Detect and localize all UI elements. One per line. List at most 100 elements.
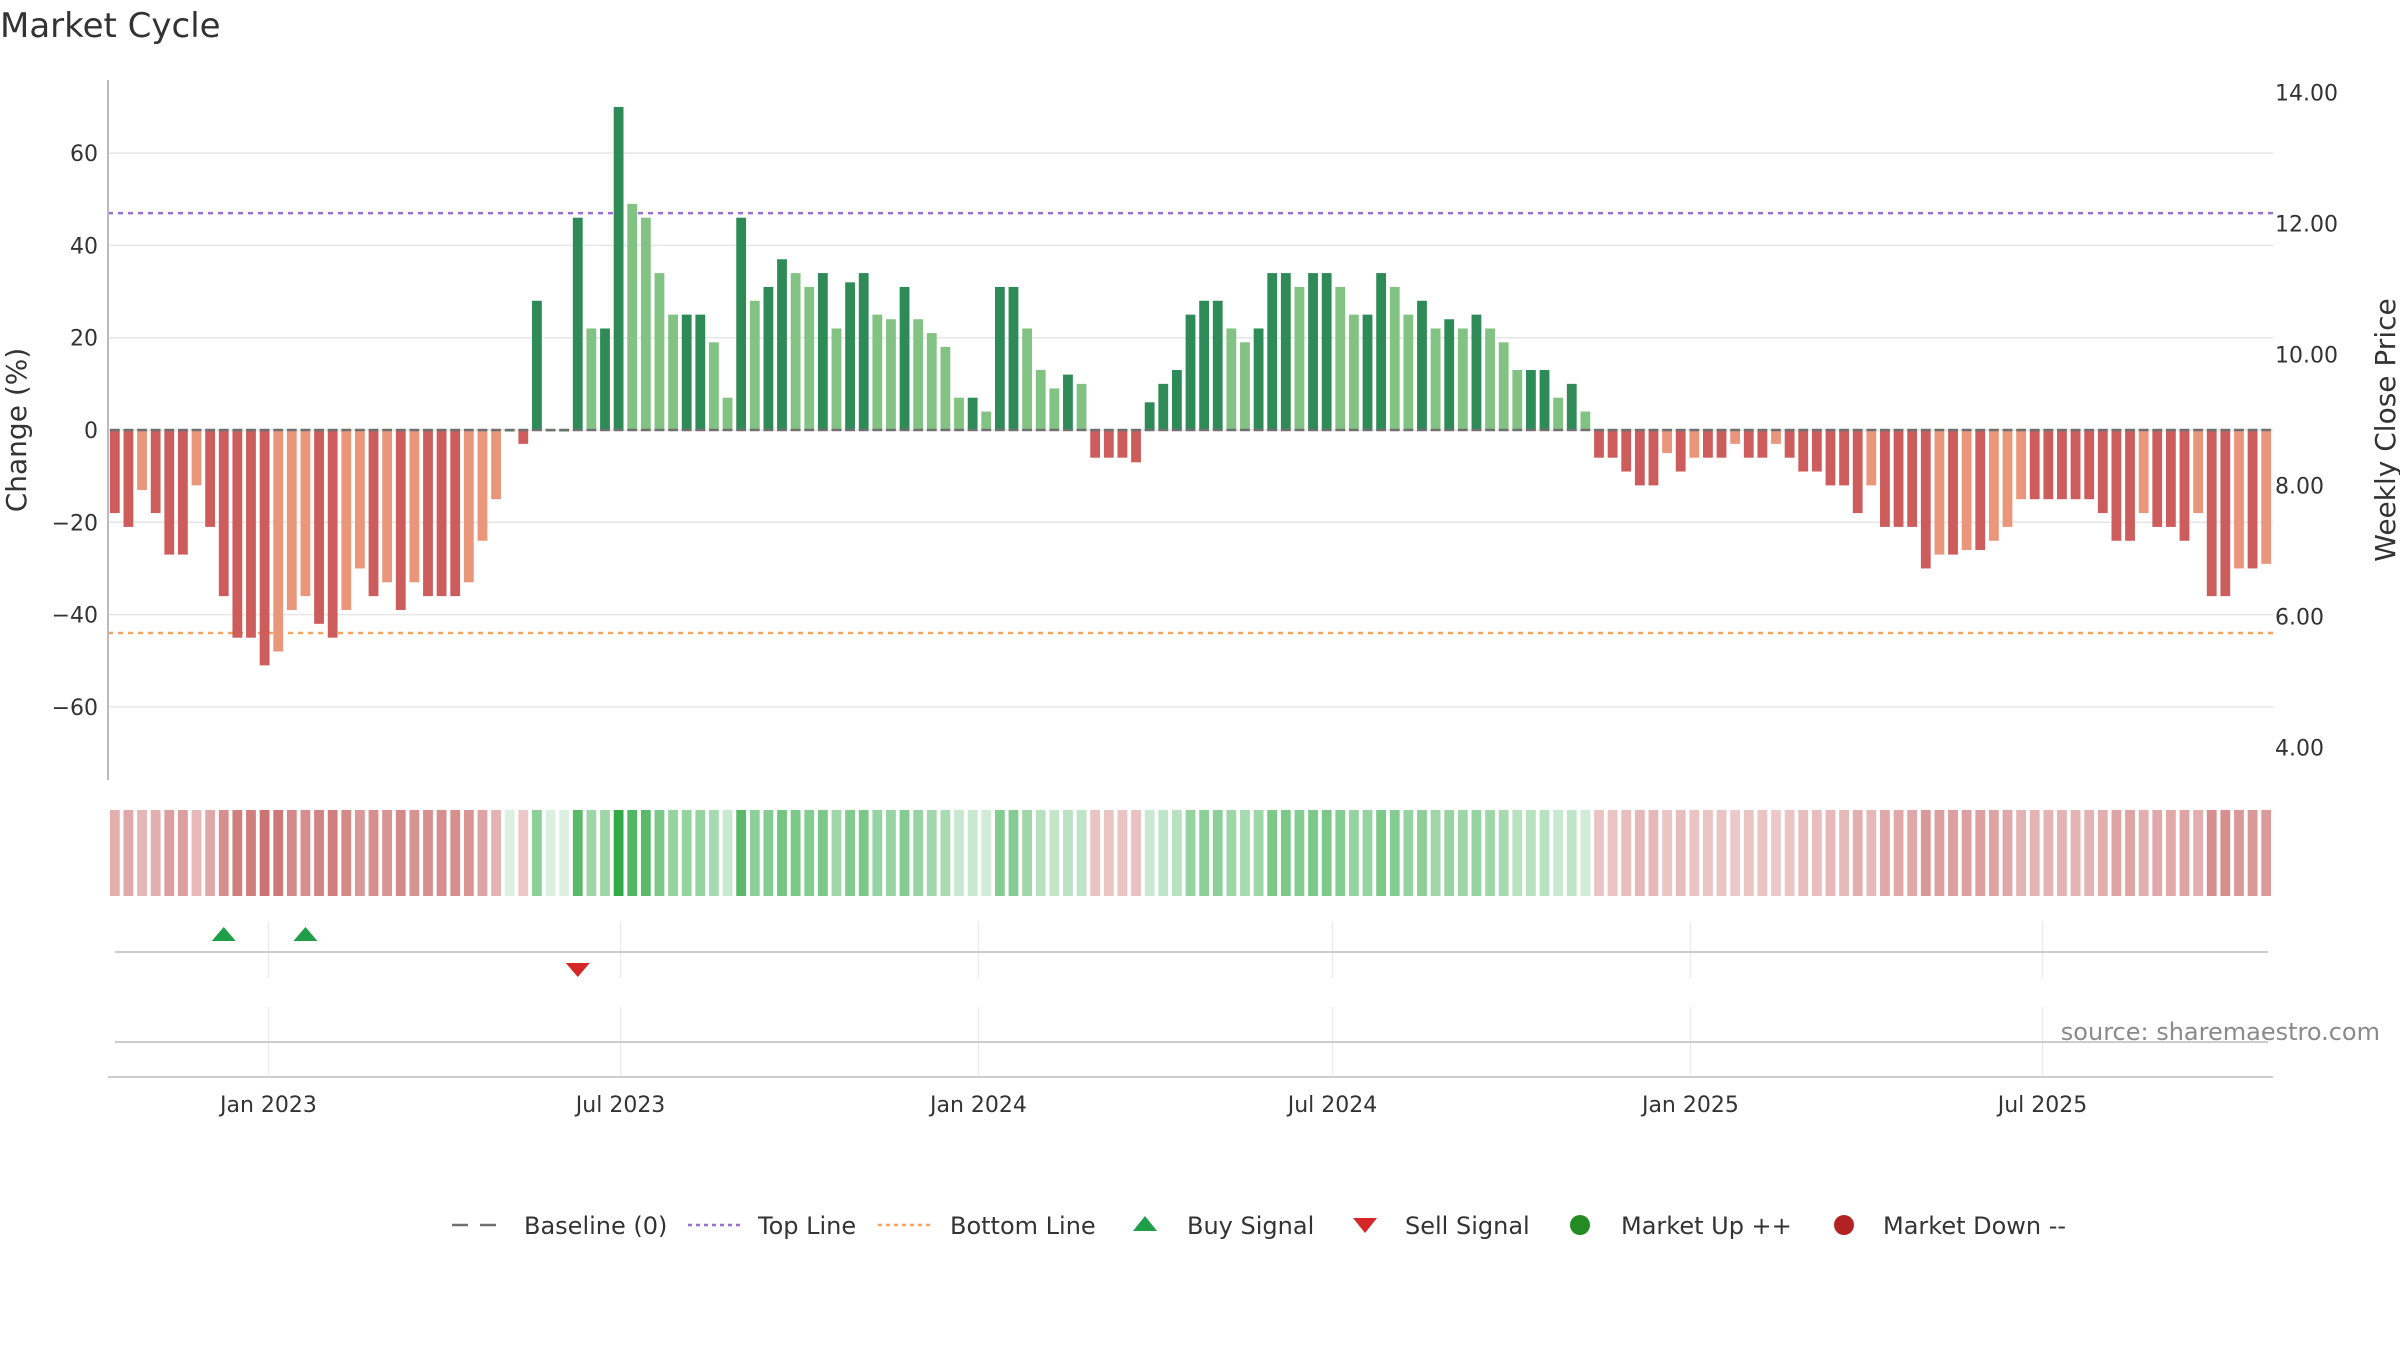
bar-week-123 xyxy=(1771,430,1781,444)
bar-week-127 xyxy=(1825,430,1836,486)
heat-cell-1 xyxy=(109,810,120,896)
bar-week-136 xyxy=(1948,430,1958,555)
bar-week-13 xyxy=(273,430,284,652)
heat-cell-85 xyxy=(1253,810,1264,896)
bar-week-50 xyxy=(777,259,787,430)
bar-week-40 xyxy=(640,217,651,430)
bar-week-61 xyxy=(926,333,937,430)
bar-week-120 xyxy=(1730,430,1741,444)
heat-cell-115 xyxy=(1662,810,1672,896)
bar-week-115 xyxy=(1662,430,1672,454)
bar-week-117 xyxy=(1689,430,1700,458)
heat-cell-103 xyxy=(1498,810,1509,896)
heat-cell-64 xyxy=(967,810,978,896)
bar-week-67 xyxy=(1008,286,1019,430)
y-axis-right-label: Weekly Close Price xyxy=(2369,298,2400,561)
y-tick-label-20: 20 xyxy=(70,327,98,352)
bar-week-71 xyxy=(1063,374,1073,430)
y-right-tick-label: 6.00 xyxy=(2275,605,2324,630)
y-right-tick-label: 4.00 xyxy=(2275,736,2324,761)
heat-cell-76 xyxy=(1131,810,1141,896)
bar-week-108 xyxy=(1566,383,1577,430)
heat-cell-15 xyxy=(300,810,311,896)
heat-cell-60 xyxy=(913,810,924,896)
y-right-tick-label: 10.00 xyxy=(2275,344,2338,369)
heat-cell-16 xyxy=(314,810,324,896)
heat-cell-18 xyxy=(341,810,352,896)
heat-cell-102 xyxy=(1485,810,1495,896)
bar-week-51 xyxy=(790,273,801,430)
heat-cell-52 xyxy=(804,810,815,896)
heat-cell-104 xyxy=(1512,810,1523,896)
heat-cell-125 xyxy=(1798,810,1809,896)
bar-week-154 xyxy=(2193,430,2204,514)
bar-week-111 xyxy=(1607,430,1618,458)
heat-cell-5 xyxy=(164,810,175,896)
bar-week-2 xyxy=(123,430,134,527)
heat-cell-129 xyxy=(1852,810,1863,896)
heat-cell-142 xyxy=(2029,810,2040,896)
bar-week-14 xyxy=(286,430,297,610)
heat-cell-46 xyxy=(722,810,733,896)
bar-week-18 xyxy=(341,430,352,610)
bar-week-83 xyxy=(1226,328,1237,430)
bar-week-90 xyxy=(1321,273,1332,430)
bar-week-3 xyxy=(137,430,147,490)
bar-week-131 xyxy=(1880,430,1890,527)
heat-cell-73 xyxy=(1090,810,1101,896)
heat-cell-134 xyxy=(1920,810,1931,896)
heat-cell-123 xyxy=(1771,810,1781,896)
heat-cell-2 xyxy=(123,810,134,896)
grid xyxy=(108,152,2273,1075)
bar-week-138 xyxy=(1975,430,1986,550)
bar-week-41 xyxy=(654,273,665,430)
bar-week-52 xyxy=(804,286,815,430)
buy-signal-marker xyxy=(211,927,236,941)
heat-cell-120 xyxy=(1730,810,1741,896)
bar-week-66 xyxy=(994,286,1005,430)
bar-week-15 xyxy=(300,430,311,597)
heat-cell-158 xyxy=(2247,810,2258,896)
heat-cell-75 xyxy=(1117,810,1128,896)
bar-week-28 xyxy=(477,430,488,541)
heat-cell-21 xyxy=(382,810,393,896)
heat-cell-128 xyxy=(1839,810,1849,896)
heat-cell-118 xyxy=(1703,810,1713,896)
bar-week-57 xyxy=(872,314,883,430)
heat-cell-83 xyxy=(1226,810,1237,896)
bar-week-92 xyxy=(1348,314,1359,430)
heat-cell-53 xyxy=(817,810,828,896)
bar-week-17 xyxy=(327,430,338,638)
heat-cell-107 xyxy=(1553,810,1564,896)
momentum-heatmap xyxy=(109,810,2272,896)
legend-symbol-market xyxy=(1834,1215,1854,1235)
bar-week-148 xyxy=(2111,430,2122,541)
heat-cell-9 xyxy=(218,810,229,896)
heat-cell-96 xyxy=(1403,810,1414,896)
bar-week-102 xyxy=(1485,328,1495,430)
heat-cell-45 xyxy=(709,810,719,896)
heat-cell-126 xyxy=(1811,810,1822,896)
heat-cell-119 xyxy=(1716,810,1727,896)
y-tick-label-40: 40 xyxy=(70,234,98,259)
bar-week-158 xyxy=(2247,430,2258,569)
heat-cell-150 xyxy=(2138,810,2149,896)
bar-week-128 xyxy=(1839,430,1849,486)
heat-cell-72 xyxy=(1076,810,1087,896)
heat-cell-105 xyxy=(1526,810,1536,896)
y-tick-label--40: −40 xyxy=(52,604,98,629)
bar-week-156 xyxy=(2220,430,2231,597)
legend-symbol-buy xyxy=(1133,1216,1157,1231)
legend-label: Baseline (0) xyxy=(524,1212,667,1240)
heat-cell-88 xyxy=(1294,810,1305,896)
heat-cell-114 xyxy=(1648,810,1659,896)
bar-week-72 xyxy=(1076,383,1087,430)
heat-cell-43 xyxy=(681,810,692,896)
heat-cell-68 xyxy=(1022,810,1033,896)
change-bars xyxy=(109,106,2272,666)
y-tick-label--60: −60 xyxy=(52,696,98,721)
bar-week-150 xyxy=(2138,430,2149,514)
heat-cell-100 xyxy=(1457,810,1468,896)
heat-cell-59 xyxy=(899,810,910,896)
